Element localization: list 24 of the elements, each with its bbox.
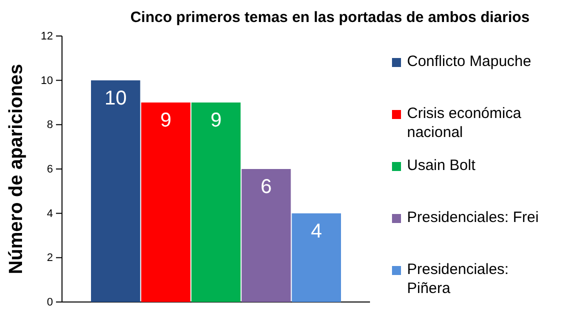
- bar: [292, 213, 341, 302]
- legend-label: Crisis económica nacional: [407, 105, 522, 141]
- data-label: 9: [160, 110, 172, 132]
- y-tick-label: 2: [46, 252, 53, 264]
- legend-label: Usain Bolt: [407, 157, 476, 174]
- legend-label: Presidenciales: Piñera: [407, 261, 509, 297]
- data-label: 9: [210, 110, 222, 132]
- bar: [191, 102, 241, 302]
- legend-label: Presidenciales: Frei: [407, 209, 539, 226]
- chart-title: Cinco primeros temas en las portadas de ambos diarios: [130, 9, 530, 26]
- data-label: 6: [260, 176, 272, 198]
- y-tick-label: 0: [46, 296, 53, 309]
- y-tick-label: 4: [46, 208, 53, 220]
- y-tick-label: 10: [40, 74, 53, 87]
- y-tick-label: 12: [40, 30, 53, 43]
- legend-label: Conflicto Mapuche: [407, 53, 532, 70]
- bar: [91, 80, 140, 302]
- bar: [141, 102, 190, 302]
- y-tick-label: 6: [46, 164, 53, 176]
- data-label: 4: [310, 220, 322, 242]
- y-axis-title: Número de apariciones: [6, 64, 27, 274]
- bar: [242, 169, 291, 302]
- y-tick-label: 8: [46, 119, 53, 132]
- data-label: 10: [104, 87, 127, 110]
